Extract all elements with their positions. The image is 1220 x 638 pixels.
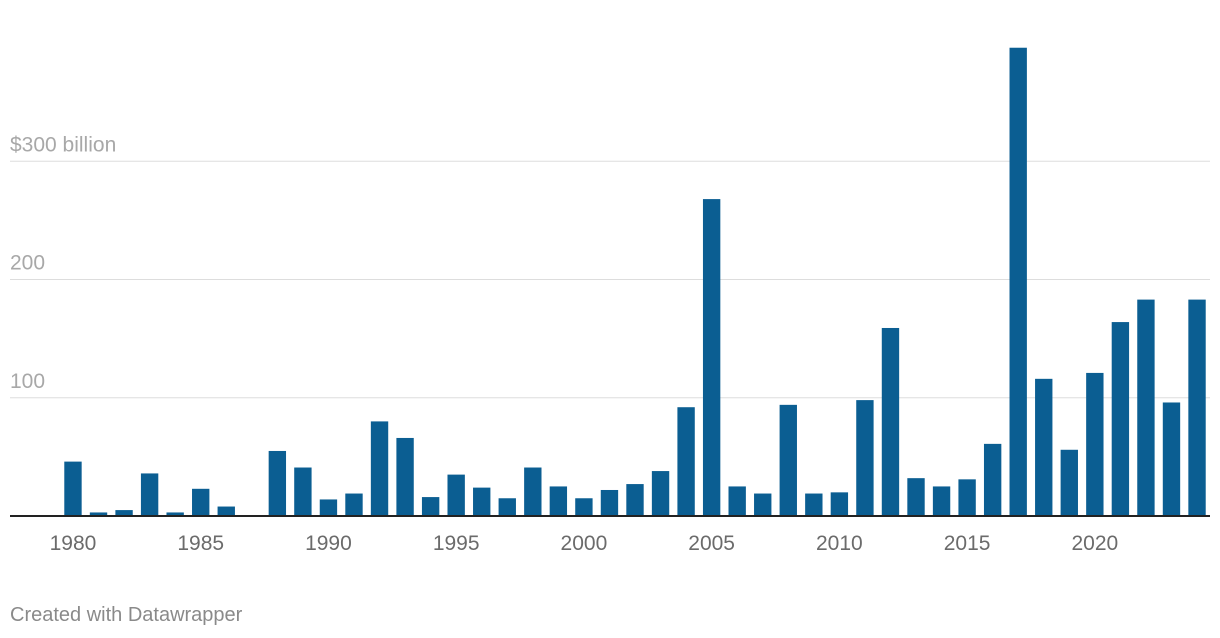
- bar: [575, 498, 593, 516]
- bar: [600, 489, 619, 516]
- bar: [166, 512, 184, 516]
- y-tick-label: 200: [10, 252, 45, 275]
- bar: [779, 404, 797, 516]
- x-tick-label: 1980: [50, 532, 97, 555]
- bar: [626, 484, 644, 516]
- y-tick-label: 100: [10, 370, 45, 393]
- bar: [447, 474, 465, 516]
- bar: [396, 437, 414, 516]
- bar: [140, 473, 159, 516]
- bar: [1111, 322, 1130, 516]
- bar: [1009, 47, 1027, 516]
- bar: [805, 493, 823, 516]
- bar: [651, 471, 670, 516]
- x-tick-label: 2015: [944, 532, 991, 555]
- bar: [1060, 449, 1078, 516]
- x-tick-label: 2000: [561, 532, 608, 555]
- bar: [754, 493, 772, 516]
- y-tick-label: $300 billion: [10, 133, 116, 156]
- bar: [115, 510, 133, 516]
- bar: [1162, 402, 1181, 516]
- footer: Created with Datawrapper: [10, 604, 243, 626]
- bar: [1137, 299, 1155, 516]
- x-tick-label: 2010: [816, 532, 863, 555]
- bar: [421, 497, 440, 516]
- bar: [498, 498, 516, 516]
- bar: [728, 486, 746, 516]
- bar: [856, 400, 874, 516]
- bar: [89, 512, 108, 516]
- bar: [268, 450, 287, 516]
- bar: [677, 407, 695, 516]
- bar: [192, 488, 210, 516]
- bar: [217, 506, 235, 516]
- x-tick-label: 1995: [433, 532, 480, 555]
- x-tick-label: 2020: [1071, 532, 1118, 555]
- bar: [1086, 372, 1104, 516]
- bar: [830, 492, 849, 516]
- bar: [345, 493, 363, 516]
- bar: [1188, 299, 1206, 516]
- bar: [370, 421, 389, 516]
- bar: [524, 467, 542, 516]
- bar: [294, 467, 312, 516]
- bar: [702, 199, 721, 516]
- x-tick-label: 2005: [688, 532, 735, 555]
- bar: [473, 487, 491, 516]
- bar: [1035, 378, 1053, 516]
- bar: [958, 479, 976, 516]
- x-tick-label: 1985: [177, 532, 224, 555]
- bar: [881, 327, 900, 516]
- bar: [907, 478, 925, 516]
- bar: [932, 486, 951, 516]
- x-tick-label: 1990: [305, 532, 352, 555]
- bar: [319, 499, 338, 516]
- bar: [983, 443, 1002, 516]
- bar: [549, 486, 568, 516]
- bar: [64, 461, 82, 516]
